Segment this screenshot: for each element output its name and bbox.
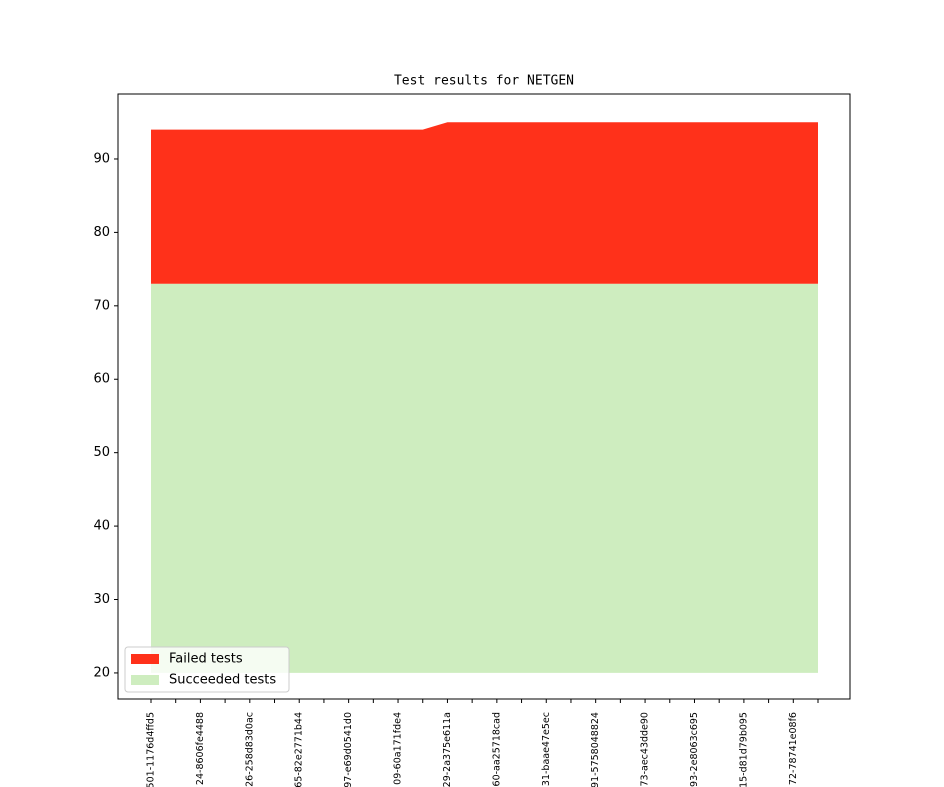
y-tick-label: 60 xyxy=(93,372,110,387)
legend-swatch xyxy=(131,675,159,685)
legend-box xyxy=(124,646,290,693)
x-tick-label: 65-82e2771b44 xyxy=(294,712,305,787)
x-tick-label: 73-aec43dde90 xyxy=(640,712,651,787)
x-tick-label: 24-8606fe4488 xyxy=(195,712,206,785)
legend-swatch xyxy=(131,654,159,664)
x-tick-label: 29-2a375e611a xyxy=(442,712,453,787)
y-tick-label: 70 xyxy=(93,298,110,313)
x-tick-label: 60-aa25718cad xyxy=(491,712,502,786)
y-tick-label: 80 xyxy=(93,225,110,240)
x-tick-label: 72-78741e08f6 xyxy=(788,712,799,785)
x-tick-label: 93-2e8063c695 xyxy=(689,712,700,787)
chart-title: Test results for NETGEN xyxy=(394,74,574,89)
x-tick-label: 97-e69d0541d0 xyxy=(343,712,354,787)
y-tick-label: 20 xyxy=(93,665,110,680)
x-tick-label: 91-5758048824 xyxy=(590,712,601,787)
x-tick-label: 501-1176d4ffd5 xyxy=(146,712,157,787)
legend-label: Failed tests xyxy=(169,652,243,667)
x-tick-label: 15-d81d79b095 xyxy=(738,712,749,787)
y-tick-label: 90 xyxy=(93,151,110,166)
y-tick-label: 50 xyxy=(93,445,110,460)
legend-label: Succeeded tests xyxy=(169,673,276,688)
y-tick-label: 40 xyxy=(93,519,110,534)
plot-frame xyxy=(117,93,851,700)
area xyxy=(151,122,818,284)
x-tick-label: 31-baae47e5ec xyxy=(541,712,552,786)
y-tick-label: 30 xyxy=(93,592,110,607)
x-tick-label: 26-258d83d0ac xyxy=(244,712,255,787)
x-tick-label: 09-60a171fde4 xyxy=(393,712,404,785)
area xyxy=(151,283,818,673)
